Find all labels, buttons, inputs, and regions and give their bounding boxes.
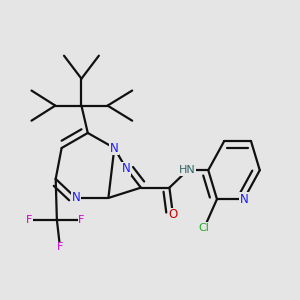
Text: N: N <box>71 191 80 205</box>
Text: HN: HN <box>179 165 196 175</box>
Text: N: N <box>122 162 130 175</box>
Text: F: F <box>57 242 63 253</box>
Text: F: F <box>78 215 85 225</box>
Text: N: N <box>110 142 119 154</box>
Text: Cl: Cl <box>199 223 210 233</box>
Text: F: F <box>26 215 32 225</box>
Text: N: N <box>239 193 248 206</box>
Text: O: O <box>168 208 178 221</box>
